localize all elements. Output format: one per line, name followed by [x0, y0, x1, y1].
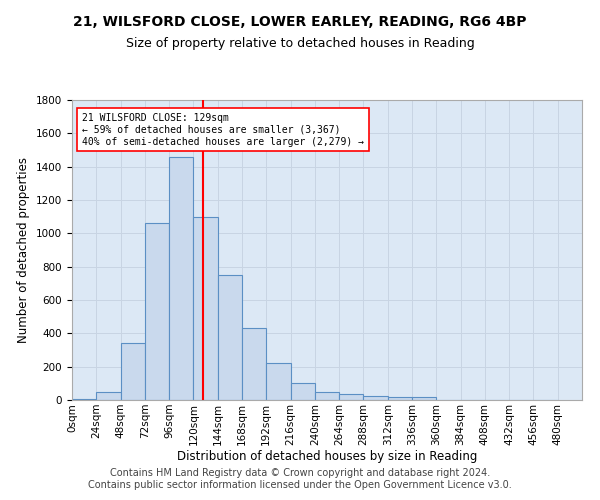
- Bar: [193, 216, 218, 400]
- Bar: [96, 392, 121, 400]
- Text: 21, WILSFORD CLOSE, LOWER EARLEY, READING, RG6 4BP: 21, WILSFORD CLOSE, LOWER EARLEY, READIN…: [73, 15, 527, 29]
- Bar: [145, 224, 169, 400]
- Bar: [266, 364, 290, 400]
- Text: Size of property relative to detached houses in Reading: Size of property relative to detached ho…: [125, 38, 475, 51]
- Bar: [242, 328, 266, 400]
- Bar: [121, 344, 145, 400]
- Bar: [339, 394, 364, 400]
- X-axis label: Distribution of detached houses by size in Reading: Distribution of detached houses by size …: [177, 450, 477, 464]
- Bar: [218, 275, 242, 400]
- Bar: [412, 397, 436, 400]
- Bar: [364, 396, 388, 400]
- Bar: [388, 397, 412, 400]
- Text: Contains HM Land Registry data © Crown copyright and database right 2024.
Contai: Contains HM Land Registry data © Crown c…: [88, 468, 512, 490]
- Bar: [290, 382, 315, 400]
- Y-axis label: Number of detached properties: Number of detached properties: [17, 157, 31, 343]
- Bar: [169, 156, 193, 400]
- Text: 21 WILSFORD CLOSE: 129sqm
← 59% of detached houses are smaller (3,367)
40% of se: 21 WILSFORD CLOSE: 129sqm ← 59% of detac…: [82, 114, 364, 146]
- Bar: [72, 399, 96, 400]
- Bar: [315, 392, 339, 400]
